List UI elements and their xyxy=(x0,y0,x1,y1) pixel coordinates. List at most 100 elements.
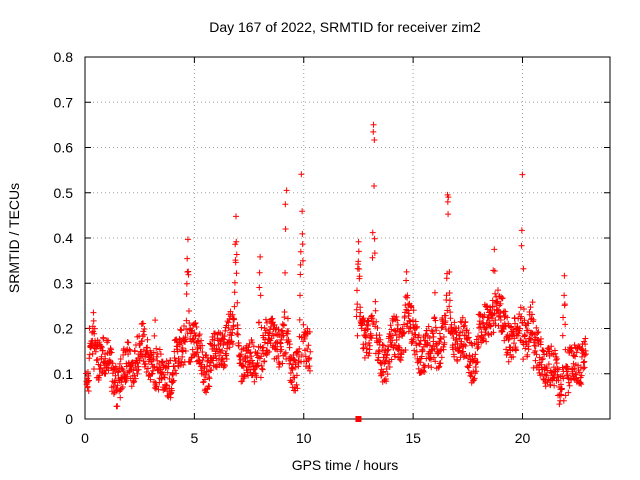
zero-point xyxy=(355,416,362,422)
data-point xyxy=(220,342,227,349)
data-point xyxy=(407,318,414,325)
data-point xyxy=(581,358,588,365)
data-point xyxy=(562,392,569,399)
data-point xyxy=(192,320,199,327)
data-point xyxy=(474,345,481,352)
data-point xyxy=(446,297,453,304)
data-point xyxy=(562,321,569,328)
data-point xyxy=(462,342,469,349)
data-point xyxy=(413,342,420,349)
data-point xyxy=(539,355,546,362)
data-point xyxy=(228,332,235,339)
data-point xyxy=(261,358,268,365)
data-point xyxy=(561,292,568,299)
data-point xyxy=(234,325,241,332)
data-point xyxy=(363,345,370,352)
data-point xyxy=(282,226,289,233)
data-point xyxy=(84,383,91,390)
data-point xyxy=(98,353,105,360)
data-point xyxy=(213,345,220,352)
data-point xyxy=(183,291,190,298)
data-point xyxy=(366,342,373,349)
data-point xyxy=(410,335,417,342)
data-point xyxy=(295,363,302,370)
data-point xyxy=(369,229,376,236)
data-point xyxy=(196,331,203,338)
data-point xyxy=(97,365,104,372)
data-point xyxy=(90,366,97,373)
data-point xyxy=(447,315,454,322)
data-point xyxy=(355,258,362,265)
data-point xyxy=(221,362,228,369)
data-point xyxy=(372,307,379,314)
data-point xyxy=(573,349,580,356)
data-point xyxy=(187,358,194,365)
y-tick-label: 0.7 xyxy=(54,94,74,110)
data-point xyxy=(405,328,412,335)
data-point xyxy=(459,314,466,321)
data-point xyxy=(565,389,572,396)
data-point xyxy=(306,363,313,370)
data-point xyxy=(108,346,115,353)
data-point xyxy=(442,318,449,325)
data-point xyxy=(233,238,240,245)
data-point xyxy=(130,379,137,386)
y-tick-label: 0.3 xyxy=(54,275,74,291)
data-point xyxy=(256,284,263,291)
data-point xyxy=(581,352,588,359)
data-point xyxy=(520,265,527,272)
data-point xyxy=(495,313,502,320)
data-point xyxy=(372,298,379,305)
data-point xyxy=(466,362,473,369)
data-point xyxy=(203,363,210,370)
data-point xyxy=(145,365,152,372)
data-point xyxy=(421,364,428,371)
data-point xyxy=(206,340,213,347)
data-point xyxy=(246,350,253,357)
data-point xyxy=(527,337,534,344)
data-point xyxy=(393,313,400,320)
data-point xyxy=(167,357,174,364)
data-point xyxy=(269,315,276,322)
data-point xyxy=(538,335,545,342)
data-point xyxy=(460,323,467,330)
data-point xyxy=(508,323,515,330)
data-point xyxy=(265,329,272,336)
data-point xyxy=(282,349,289,356)
data-point xyxy=(531,331,538,338)
data-point xyxy=(385,346,392,353)
data-point xyxy=(425,362,432,369)
data-point xyxy=(366,339,373,346)
data-point xyxy=(171,355,178,362)
data-point xyxy=(378,372,385,379)
data-point xyxy=(492,322,499,329)
y-tick-label: 0.4 xyxy=(54,230,74,246)
data-point xyxy=(139,352,146,359)
data-point xyxy=(181,322,188,329)
data-point xyxy=(86,355,93,362)
data-point xyxy=(151,332,158,339)
data-point xyxy=(257,292,264,299)
data-point xyxy=(169,371,176,378)
data-point xyxy=(233,251,240,258)
data-point xyxy=(157,351,164,358)
data-point xyxy=(297,292,304,299)
data-point xyxy=(447,309,454,316)
data-point xyxy=(376,332,383,339)
data-point xyxy=(91,325,98,332)
y-axis-label: SRMTID / TECUs xyxy=(6,183,22,293)
data-point xyxy=(96,339,103,346)
data-point xyxy=(364,326,371,333)
data-point xyxy=(289,366,296,373)
data-point xyxy=(184,255,191,262)
data-point xyxy=(286,341,293,348)
data-point xyxy=(281,314,288,321)
x-tick-label: 10 xyxy=(296,430,312,446)
data-point xyxy=(281,351,288,358)
data-point xyxy=(244,354,251,361)
data-point xyxy=(153,345,160,352)
data-point xyxy=(276,364,283,371)
data-point xyxy=(158,375,165,382)
data-point xyxy=(482,329,489,336)
data-point xyxy=(432,317,439,324)
